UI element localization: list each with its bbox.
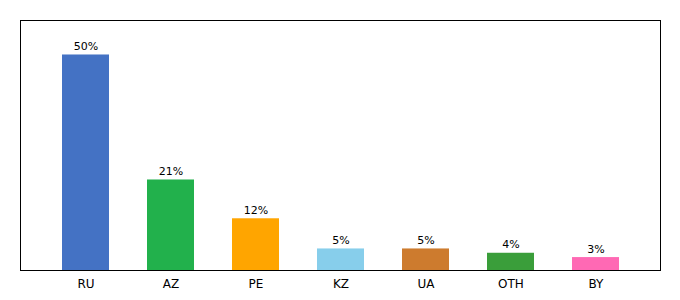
svg-text:PE: PE: [249, 277, 264, 291]
svg-text:12%: 12%: [244, 204, 268, 217]
svg-text:3%: 3%: [587, 243, 604, 256]
svg-text:21%: 21%: [159, 165, 183, 178]
svg-text:4%: 4%: [502, 238, 519, 251]
svg-text:RU: RU: [77, 277, 94, 291]
svg-text:OTH: OTH: [498, 277, 524, 291]
svg-text:5%: 5%: [417, 234, 434, 247]
svg-text:KZ: KZ: [333, 277, 349, 291]
svg-text:UA: UA: [418, 277, 436, 291]
svg-text:BY: BY: [589, 277, 605, 291]
svg-text:5%: 5%: [332, 234, 349, 247]
svg-text:50%: 50%: [74, 40, 98, 53]
svg-text:AZ: AZ: [163, 277, 179, 291]
